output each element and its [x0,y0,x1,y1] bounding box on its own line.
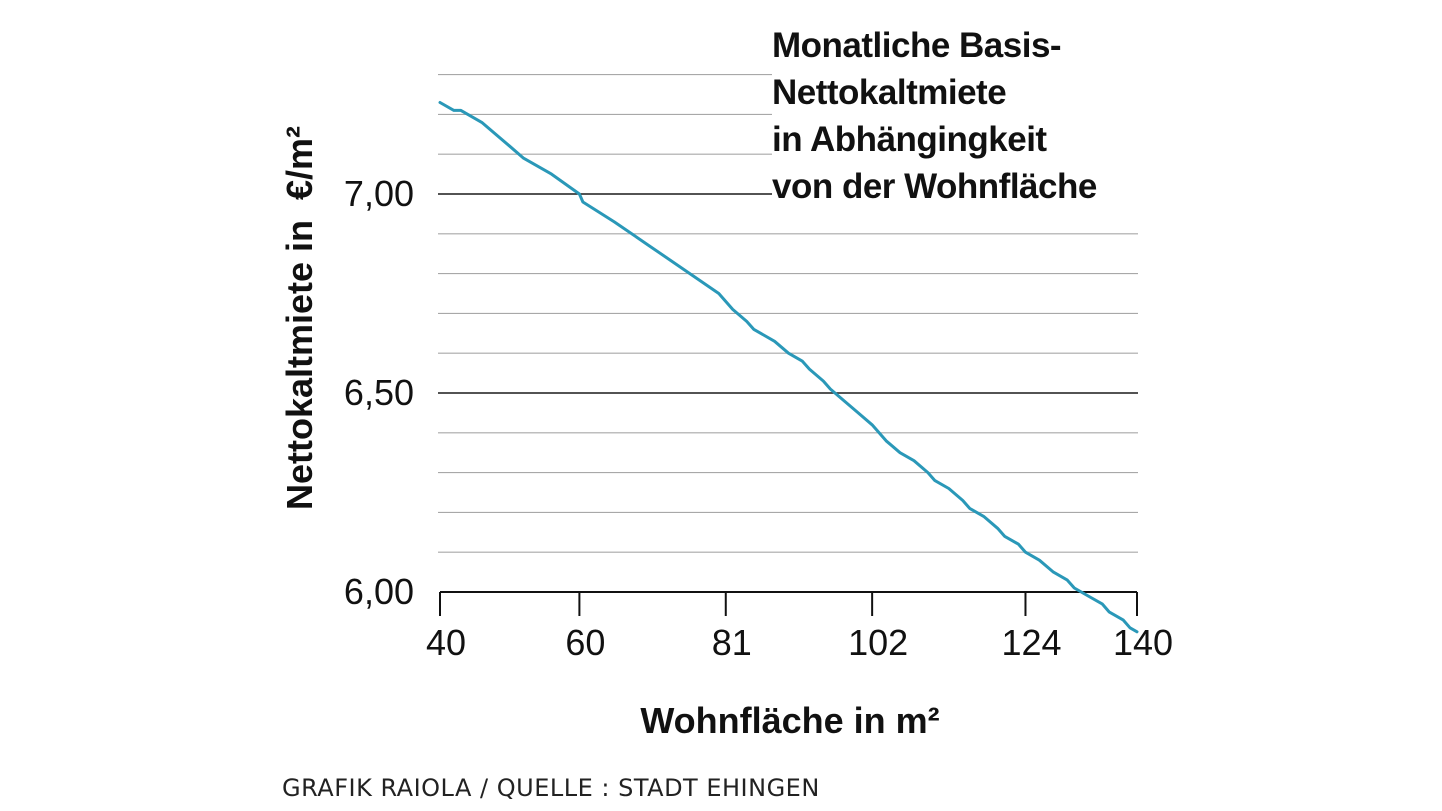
x-axis [439,591,1138,616]
chart-title-line: Nettokaltmiete [772,73,1007,112]
y-tick-label: 6,00 [344,571,414,612]
x-tick-label: 81 [712,622,752,663]
y-tick-labels: 6,00 6,50 7,00 [344,173,414,612]
x-tick-label: 60 [565,622,605,663]
y-axis-label: Nettokaltmiete in €/m² [279,126,320,510]
x-tick-labels: 40 60 81 102 124 140 [426,622,1173,663]
x-tick-label: 40 [426,622,466,663]
data-series [438,101,1139,634]
source-credit: GRAFIK RAIOLA / QUELLE : STADT EHINGEN [282,774,820,802]
chart-title: Monatliche Basis- Nettokaltmiete in Abhä… [772,22,1192,210]
y-tick-label: 6,50 [344,372,414,413]
x-tick-label: 124 [1001,622,1061,663]
y-tick-label: 7,00 [344,173,414,214]
x-tick-label: 102 [848,622,908,663]
x-tick-label: 140 [1113,622,1173,663]
chart-title-line: von der Wohnfläche [772,167,1097,206]
series-line [438,101,1139,634]
x-axis-label: Wohnfläche in m² [640,700,939,741]
chart-title-line: in Abhängingkeit [772,120,1047,159]
chart-title-line: Monatliche Basis- [772,26,1062,65]
